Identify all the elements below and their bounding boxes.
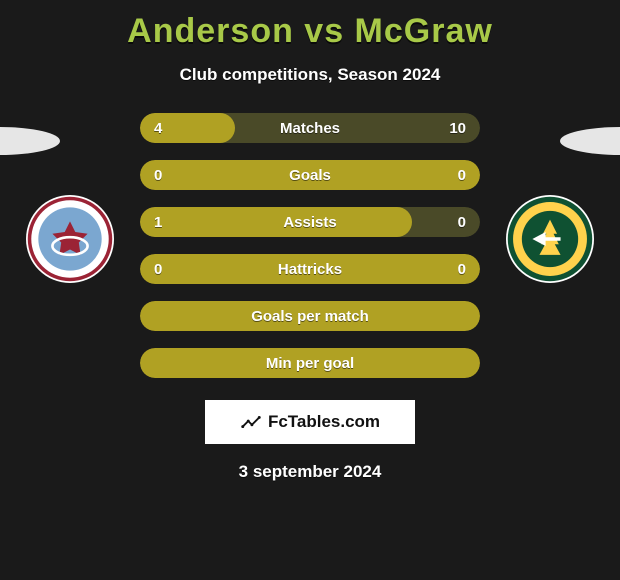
watermark-text: FcTables.com — [268, 412, 380, 432]
stat-value-right: 10 — [449, 120, 466, 137]
stat-value-left: 0 — [154, 261, 162, 278]
team-logo-left — [26, 195, 114, 283]
portland-timbers-icon — [506, 195, 594, 283]
shadow-ellipse-right — [560, 127, 620, 155]
team-logo-right — [506, 195, 594, 283]
page-title: Anderson vs McGraw — [0, 0, 620, 51]
stat-value-right: 0 — [458, 167, 466, 184]
shadow-ellipse-left — [0, 127, 60, 155]
stat-label: Goals — [289, 167, 331, 184]
stat-label: Hattricks — [278, 261, 342, 278]
watermark: FcTables.com — [205, 400, 415, 444]
stat-bar: Goals per match — [140, 301, 480, 331]
stat-value-left: 4 — [154, 120, 162, 137]
stat-value-left: 0 — [154, 167, 162, 184]
stat-value-right: 0 — [458, 214, 466, 231]
stat-bar: 0 0 Hattricks — [140, 254, 480, 284]
stat-bar: 1 0 Assists — [140, 207, 480, 237]
comparison-bars: 410Matches00Goals10Assists00HattricksGoa… — [140, 113, 480, 378]
stat-value-right: 0 — [458, 261, 466, 278]
comparison-content: 410Matches00Goals10Assists00HattricksGoa… — [0, 113, 620, 378]
colorado-rapids-icon — [26, 195, 114, 283]
stat-bar: 4 10 Matches — [140, 113, 480, 143]
stat-bar: 0 0 Goals — [140, 160, 480, 190]
stat-bar: Min per goal — [140, 348, 480, 378]
stat-label: Matches — [280, 120, 340, 137]
chart-icon — [240, 411, 262, 433]
stat-label: Min per goal — [266, 355, 354, 372]
date-label: 3 september 2024 — [0, 462, 620, 482]
bar-fill — [140, 207, 412, 237]
stat-value-left: 1 — [154, 214, 162, 231]
stat-label: Goals per match — [251, 308, 369, 325]
page-subtitle: Club competitions, Season 2024 — [0, 65, 620, 85]
stat-label: Assists — [283, 214, 336, 231]
